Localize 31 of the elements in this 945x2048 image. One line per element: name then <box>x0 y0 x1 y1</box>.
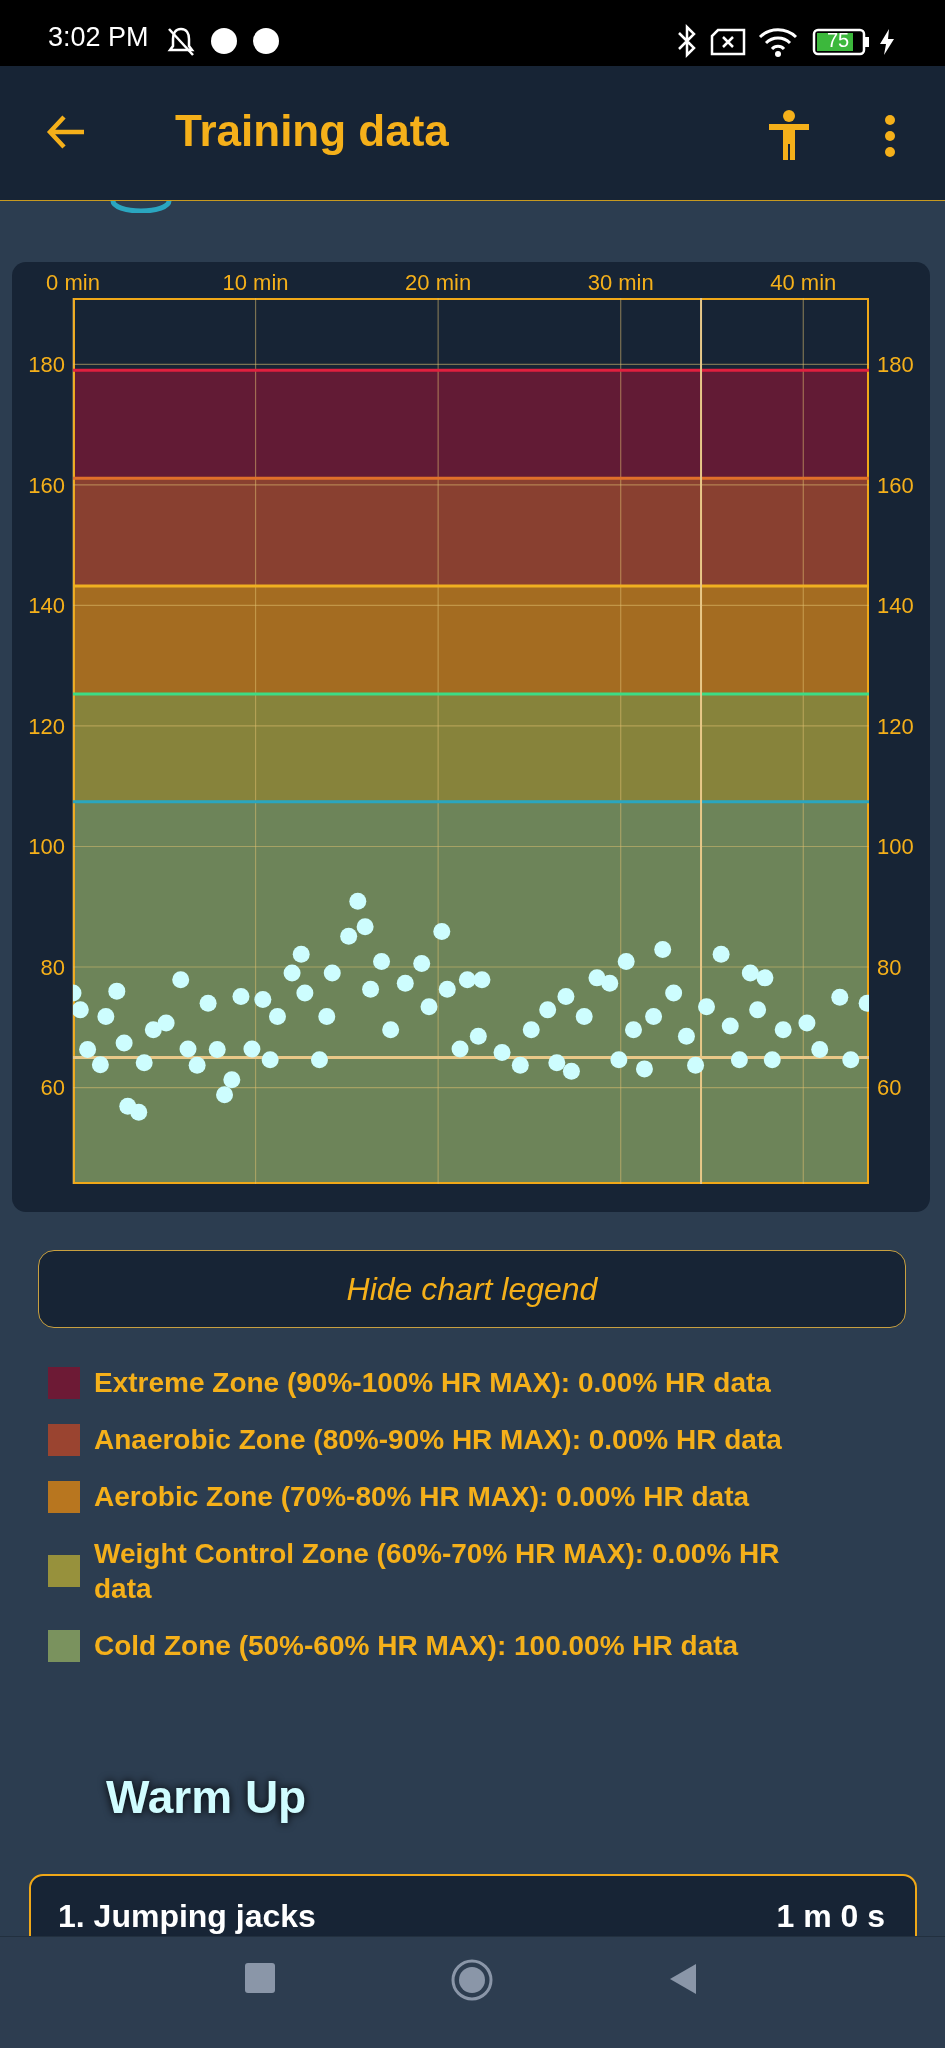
x-tick-label: 40 min <box>770 270 837 295</box>
y2-tick-label: 80 <box>877 954 902 980</box>
y2-tick-label: 60 <box>877 1075 902 1101</box>
y-tick-label: 180 <box>28 352 65 378</box>
x-tick-label: 0 min <box>46 270 100 295</box>
x-tick-label: 20 min <box>405 270 472 295</box>
y2-tick-label: 120 <box>877 713 914 739</box>
y-tick-label: 60 <box>40 1075 65 1101</box>
legend-label: Aerobic Zone (70%-80% HR MAX): 0.00% HR data <box>94 1480 751 1514</box>
y-tick-label: 80 <box>40 954 65 980</box>
y-tick-label: 100 <box>28 834 65 860</box>
y-tick-label: 160 <box>28 472 65 498</box>
text: 1 m 0 s <box>776 1898 885 1935</box>
legend-label: Cold Zone (50%-60% HR MAX): 100.00% HR data <box>94 1629 740 1663</box>
legend-label: Weight Control Zone (60%-70% HR MAX): 0.00% HR data <box>94 1537 781 1606</box>
legend-label: Extreme Zone (90%-100% HR MAX): 0.00% HR data <box>94 1366 772 1400</box>
legend-label: Anaerobic Zone (80%-90% HR MAX): 0.00% HR data <box>94 1423 783 1457</box>
x-tick-label: 30 min <box>587 270 654 295</box>
y-tick-label: 140 <box>28 593 65 619</box>
chart-title: Training data <box>175 106 449 156</box>
y2-tick-label: 140 <box>877 593 914 619</box>
text: 75 <box>825 29 851 52</box>
text: Warm Up <box>106 1770 307 1824</box>
text: 3:02 PM <box>48 22 149 53</box>
y2-tick-label: 180 <box>877 352 914 378</box>
y2-tick-label: 100 <box>877 834 914 860</box>
text: 1. Jumping jacks <box>58 1898 316 1935</box>
y-tick-label: 120 <box>28 713 65 739</box>
x-tick-label: 10 min <box>222 270 289 295</box>
text: Hide chart legend <box>38 1250 906 1328</box>
y2-tick-label: 160 <box>877 472 914 498</box>
